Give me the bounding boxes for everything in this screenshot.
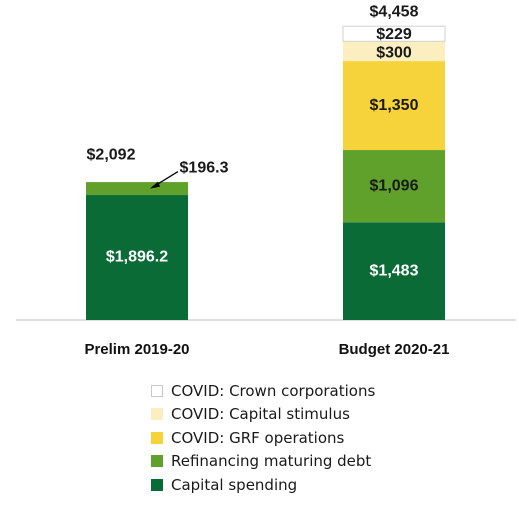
legend-swatch — [151, 478, 163, 491]
data-label: $1,483 — [370, 262, 419, 279]
legend-item: COVID: Capital stimulus — [151, 403, 375, 427]
legend-label: COVID: Crown corporations — [171, 381, 376, 400]
data-label: $196.3 — [180, 159, 229, 176]
data-label: $229 — [376, 26, 412, 43]
legend-label: Capital spending — [171, 475, 298, 494]
bar-segment-refinancing-maturing-debt-1 — [343, 150, 445, 223]
callout-arrow-head — [150, 181, 160, 189]
data-label: $1,350 — [370, 97, 419, 114]
legend: COVID: Crown corporations COVID: Capital … — [151, 379, 375, 497]
legend-item: COVID: Crown corporations — [151, 379, 375, 403]
bar-segment-capital-spending-0 — [86, 195, 188, 320]
legend-item: COVID: GRF operations — [151, 426, 375, 450]
legend-label: Refinancing maturing debt — [171, 452, 372, 471]
total-label: $2,092 — [87, 146, 136, 163]
bar-segment-covid-capital-stimulus-1 — [343, 41, 445, 62]
legend-swatch — [151, 408, 163, 421]
stacked-bar-chart: $1,896.2 $196.3 $2,092 Prelim 2019-20 $1,483… — [16, 3, 516, 358]
bar-segment-capital-spending-1 — [343, 222, 445, 320]
legend-swatch — [151, 431, 163, 444]
category-label: Prelim 2019-20 — [84, 341, 189, 358]
category-label: Budget 2020-21 — [339, 341, 450, 358]
legend-swatch — [151, 384, 163, 397]
bar-segment-covid-grf-operations-1 — [343, 61, 445, 151]
legend-item: Capital spending — [151, 473, 375, 497]
total-label: $4,458 — [370, 3, 419, 20]
data-label: $300 — [376, 44, 412, 61]
bar-segment-refinancing-maturing-debt-0 — [86, 182, 188, 196]
legend-item: Refinancing maturing debt — [151, 450, 375, 474]
data-label: $1,896.2 — [106, 249, 168, 266]
data-label: $1,096 — [370, 177, 419, 194]
bar-segment-covid-crown-corporations-1 — [342, 25, 446, 42]
legend-label: COVID: GRF operations — [171, 428, 345, 447]
legend-label: COVID: Capital stimulus — [171, 405, 350, 424]
legend-swatch — [151, 455, 163, 468]
